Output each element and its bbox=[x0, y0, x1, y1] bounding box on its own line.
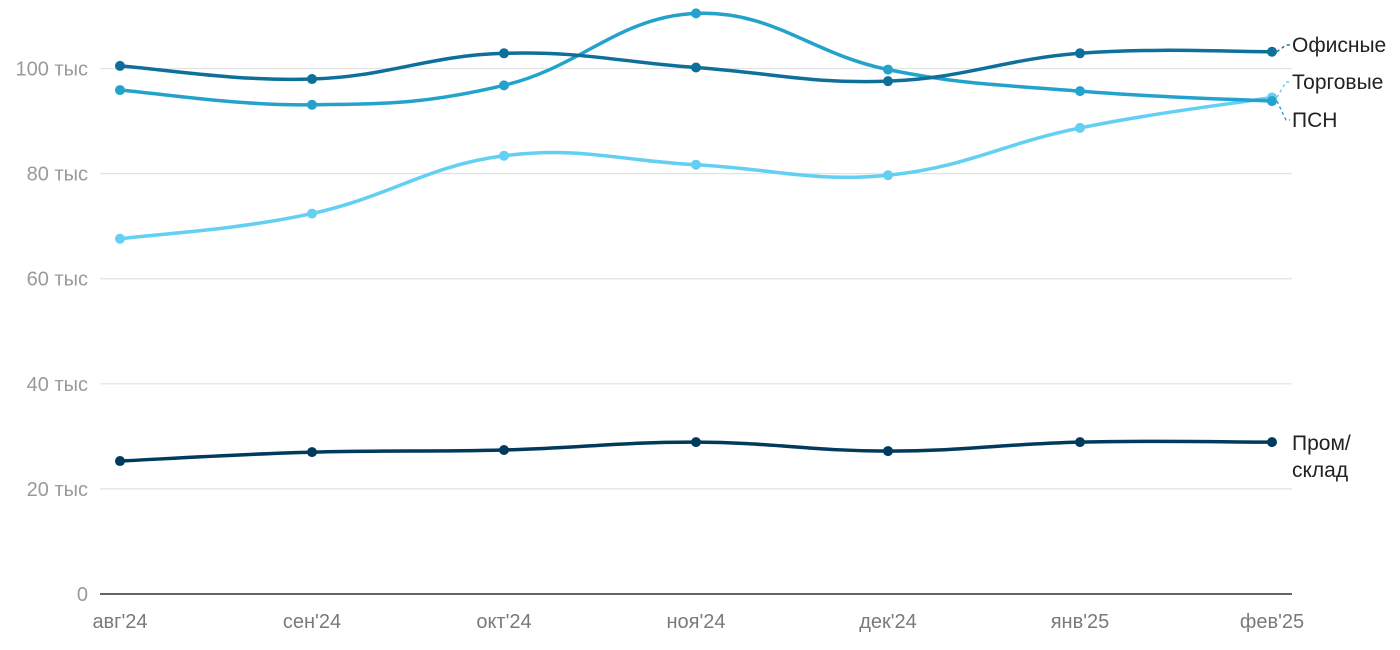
data-point-industrial bbox=[691, 437, 701, 448]
x-tick-label: авг'24 bbox=[92, 611, 147, 633]
grid-layer bbox=[100, 67, 1292, 595]
data-point-psn bbox=[883, 64, 893, 75]
data-point-retail bbox=[499, 150, 509, 161]
data-point-psn bbox=[499, 80, 509, 91]
leader-line-psn bbox=[1276, 100, 1290, 121]
x-tick-label: ноя'24 bbox=[666, 611, 725, 633]
series-retail bbox=[115, 92, 1277, 244]
leader-line-retail bbox=[1276, 81, 1290, 98]
data-point-industrial bbox=[883, 446, 893, 457]
data-point-office bbox=[499, 48, 509, 59]
data-point-office bbox=[1075, 48, 1085, 59]
series-label-retail: Торговые bbox=[1292, 71, 1383, 94]
data-point-office bbox=[883, 76, 893, 87]
series-labels: Офисные Торговые ПСН Пром/склад bbox=[1276, 34, 1386, 482]
data-point-psn bbox=[307, 99, 317, 110]
data-point-psn bbox=[691, 8, 701, 19]
data-point-retail bbox=[1075, 122, 1085, 133]
data-point-psn bbox=[115, 85, 125, 96]
y-tick-label: 100 тыс bbox=[16, 59, 88, 81]
data-point-psn bbox=[1267, 96, 1277, 107]
data-point-retail bbox=[115, 233, 125, 244]
series-label-psn: ПСН bbox=[1292, 109, 1337, 132]
series-label-office: Офисные bbox=[1292, 34, 1386, 57]
data-point-office bbox=[115, 60, 125, 71]
series-industrial bbox=[115, 437, 1277, 467]
data-point-industrial bbox=[1075, 437, 1085, 448]
data-point-office bbox=[691, 62, 701, 73]
x-tick-label: фев'25 bbox=[1240, 611, 1304, 633]
y-tick-label: 40 тыс bbox=[27, 374, 88, 396]
data-point-industrial bbox=[115, 456, 125, 467]
data-point-psn bbox=[1075, 86, 1085, 97]
x-tick-label: сен'24 bbox=[283, 611, 341, 633]
series-psn bbox=[115, 8, 1277, 110]
leader-line-office bbox=[1276, 44, 1290, 53]
series-label-industrial: Пром/склад bbox=[1292, 432, 1351, 482]
data-point-office bbox=[1267, 46, 1277, 57]
data-point-office bbox=[307, 74, 317, 85]
data-point-retail bbox=[691, 159, 701, 170]
x-axis-ticks: авг'24 сен'24 окт'24 ноя'24 дек'24 янв'25 фев'… bbox=[92, 611, 1304, 633]
x-tick-label: дек'24 bbox=[859, 611, 917, 633]
data-point-retail bbox=[883, 170, 893, 181]
y-tick-label: 0 bbox=[77, 584, 88, 606]
x-tick-label: янв'25 bbox=[1051, 611, 1110, 633]
data-point-industrial bbox=[1267, 437, 1277, 448]
data-point-industrial bbox=[499, 445, 509, 456]
y-axis-ticks: 0 20 тыс 40 тыс 60 тыс 80 тыс 100 тыс bbox=[16, 59, 88, 606]
y-tick-label: 80 тыс bbox=[27, 164, 88, 186]
y-tick-label: 60 тыс bbox=[27, 269, 88, 291]
y-tick-label: 20 тыс bbox=[27, 479, 88, 501]
data-point-retail bbox=[307, 208, 317, 219]
series-line-psn bbox=[118, 11, 1274, 107]
series-office bbox=[115, 46, 1277, 87]
data-point-industrial bbox=[307, 447, 317, 458]
series-layer bbox=[115, 8, 1277, 467]
x-tick-label: окт'24 bbox=[476, 611, 531, 633]
